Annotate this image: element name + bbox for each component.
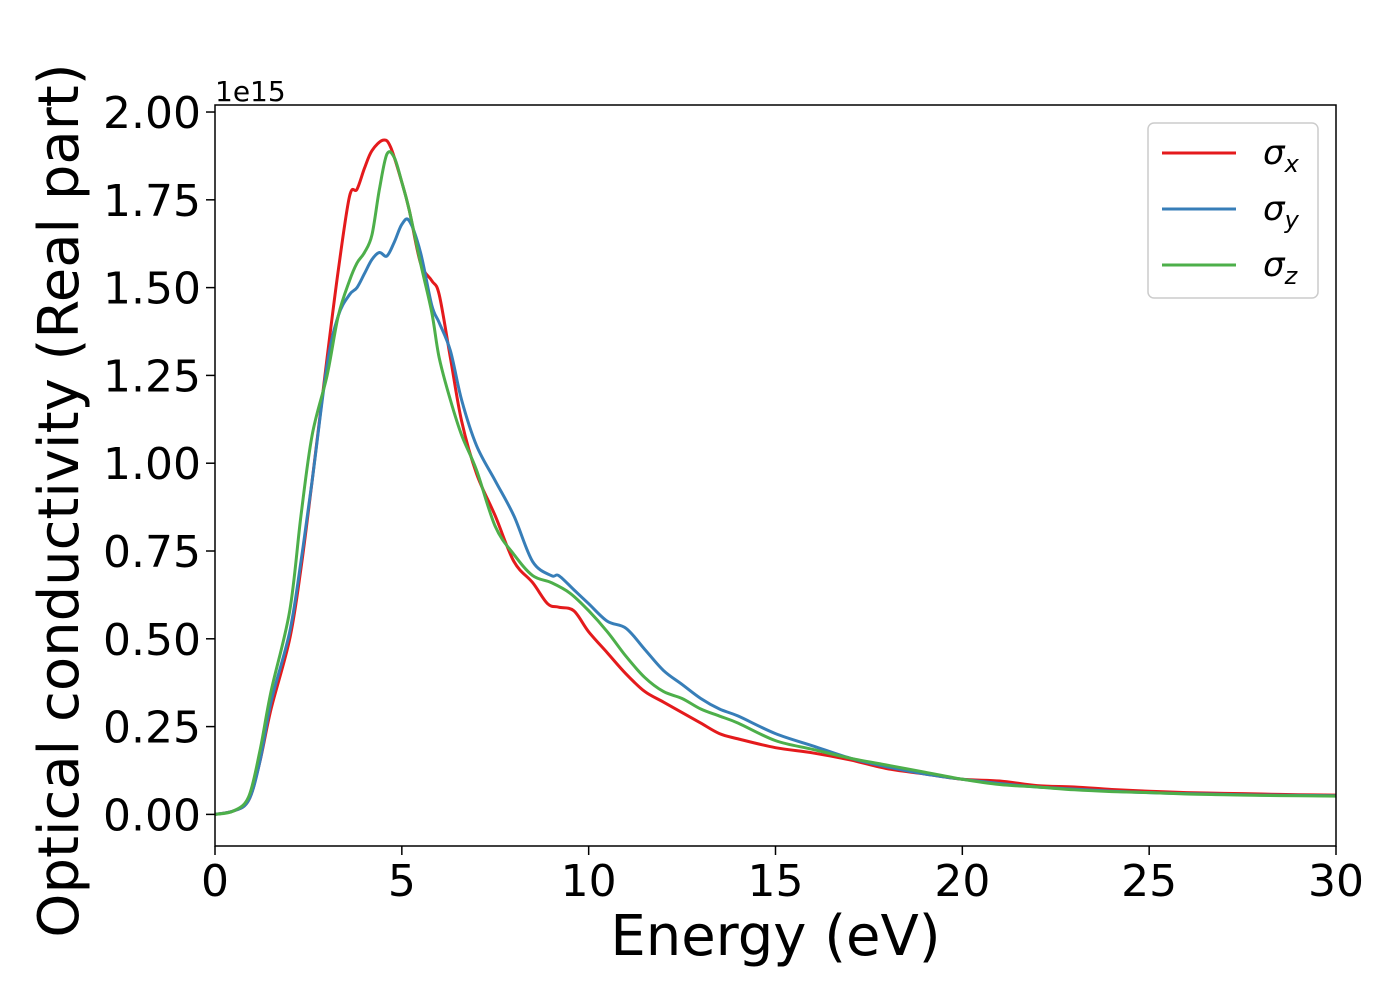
y-tick-label: 0.75 <box>103 527 201 578</box>
x-axis-title: Energy (eV) <box>610 904 940 969</box>
y-tick-label: 0.50 <box>103 615 201 666</box>
x-tick-label: 10 <box>561 856 617 907</box>
y-tick-label: 2.00 <box>103 88 201 139</box>
x-tick-label: 25 <box>1121 856 1177 907</box>
y-axis-title: Optical conductivity (Real part) <box>27 63 92 937</box>
legend-label-z: σz <box>1263 245 1299 290</box>
legend-label-y: σy <box>1263 189 1300 234</box>
y-tick-label: 0.25 <box>103 703 201 754</box>
y-tick-label: 1.50 <box>103 264 201 315</box>
y-tick-label: 0.00 <box>103 790 201 841</box>
legend-label-x: σx <box>1263 133 1300 178</box>
legend: σx σy σz <box>1147 122 1319 299</box>
x-tick-label: 0 <box>201 856 229 907</box>
x-tick-label: 15 <box>748 856 804 907</box>
series-line-y <box>215 217 1336 816</box>
x-tick-label: 30 <box>1308 856 1364 907</box>
x-tick-label: 20 <box>934 856 990 907</box>
y-tick-label: 1.00 <box>103 439 201 490</box>
series-line-z <box>215 150 1336 816</box>
x-axis: 0 5 10 15 20 25 30 <box>201 846 1364 907</box>
series-layer <box>215 138 1336 816</box>
y-tick-label: 1.25 <box>103 351 201 402</box>
series-line-x <box>215 138 1336 816</box>
legend-items: σx σy σz <box>1162 133 1300 290</box>
y-tick-label: 1.75 <box>103 176 201 227</box>
y-offset-label: 1e15 <box>215 75 286 108</box>
y-axis: 0.00 0.25 0.50 0.75 1.00 1.25 1.50 1.75 2.00 <box>103 88 215 841</box>
x-tick-label: 5 <box>388 856 416 907</box>
